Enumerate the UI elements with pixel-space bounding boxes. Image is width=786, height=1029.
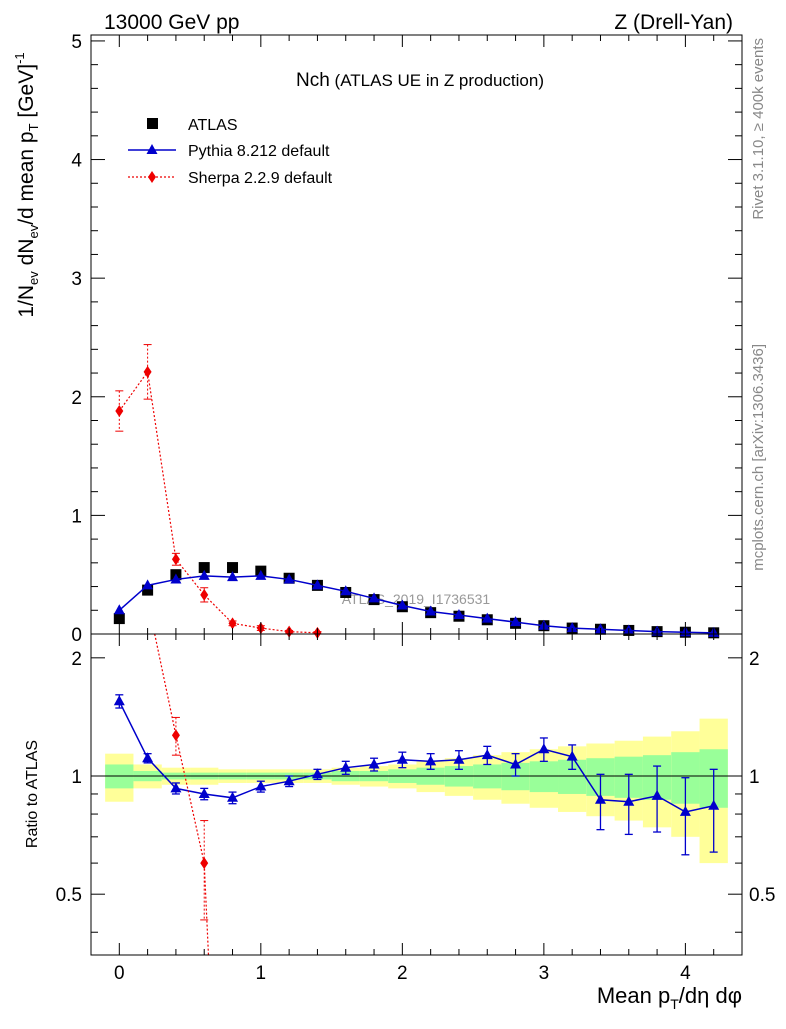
legend-sherpa-marker <box>148 171 156 183</box>
ratio-uncertainty-bands <box>91 718 742 864</box>
main-y-tick-label: 4 <box>71 151 82 172</box>
sherpa-point <box>171 553 180 566</box>
legend-pythia-marker <box>146 144 158 154</box>
header-left: 13000 GeV pp <box>104 11 239 34</box>
pythia-ratio-point <box>538 743 550 754</box>
atlas-point <box>227 562 239 574</box>
pythia-ratio-point <box>623 795 635 806</box>
legend-atlas-label: ATLAS <box>188 117 238 134</box>
band-inner-bin <box>529 761 559 793</box>
axes: 0 1 2 3 4 0 1 2 3 4 5 0.5 0.5 1 1 2 2 <box>56 32 776 984</box>
mcplots-label: mcplots.cern.ch [arXiv:1306.3436] <box>750 344 767 571</box>
plot-title-main: Nch <box>296 70 330 91</box>
pythia-point <box>396 599 408 610</box>
pythia-ratio-point <box>368 758 380 769</box>
pythia-point <box>227 571 239 582</box>
pythia-ratio-point <box>510 758 522 769</box>
pythia-ratio-point <box>255 780 267 791</box>
pythia-point <box>566 622 578 633</box>
ratio-y-tick-label: 1 <box>71 767 82 788</box>
pythia-ratio-point <box>453 753 465 764</box>
pythia-ratio-point <box>283 775 295 786</box>
ratio-y-tick-label: 2 <box>71 649 82 670</box>
watermark: ATLAS_2019_I1736531 <box>342 591 491 607</box>
pythia-ratio-point <box>198 787 210 798</box>
pythia-ratio-point <box>708 799 720 810</box>
ratio-y-tick-label-right: 0.5 <box>749 885 775 906</box>
pythia-point <box>453 609 465 620</box>
pythia-ratio-point <box>651 789 663 800</box>
ratio-frame <box>90 633 743 956</box>
pythia-point <box>340 585 352 596</box>
legend-pythia-label: Pythia 8.212 default <box>188 143 330 160</box>
pythia-point <box>311 579 323 590</box>
x-tick-label: 1 <box>256 963 267 984</box>
pythia-ratio-point <box>311 768 323 779</box>
x-tick-label: 0 <box>114 963 125 984</box>
ratio-y-tick-label-right: 1 <box>749 767 760 788</box>
atlas-point <box>142 584 154 596</box>
pythia-point <box>481 612 493 623</box>
header-right: Z (Drell-Yan) <box>614 11 733 34</box>
pythia-point <box>142 579 154 590</box>
plot-title: Nch (ATLAS UE in Z production) <box>296 70 544 91</box>
pythia-ratio-point <box>340 761 352 772</box>
pythia-line <box>118 575 714 634</box>
legend-sherpa-label: Sherpa 2.2.9 default <box>188 170 333 187</box>
main-y-tick-label: 2 <box>71 388 82 409</box>
pythia-ratio-point <box>396 753 408 764</box>
pythia-point <box>198 569 210 580</box>
pythia-point <box>425 605 437 616</box>
legend-atlas-marker <box>147 118 158 129</box>
pythia-ratio-point <box>594 793 606 804</box>
pythia-ratio-line <box>118 700 714 813</box>
ratio-y-tick-label-right: 2 <box>749 649 760 670</box>
pythia-point <box>368 592 380 603</box>
x-tick-label: 3 <box>539 963 550 984</box>
pythia-point <box>283 573 295 584</box>
sherpa-point <box>143 365 152 378</box>
pythia-ratio-point <box>170 782 182 793</box>
pythia-point <box>113 604 125 615</box>
pythia-ratio-point <box>679 805 691 816</box>
pythia-ratio-point <box>425 755 437 766</box>
sherpa-ratio-line <box>154 633 210 956</box>
pythia-ratio-point <box>481 749 493 760</box>
sherpa-point <box>200 588 209 601</box>
ratio-y-tick-label: 0.5 <box>56 885 82 906</box>
main-y-tick-label: 5 <box>71 32 82 53</box>
legend: ATLAS Pythia 8.212 default Sherpa 2.2.9 … <box>128 117 333 187</box>
pythia-ratio-point <box>142 752 154 763</box>
atlas-point <box>113 613 125 625</box>
plot-title-sub: (ATLAS UE in Z production) <box>335 71 544 90</box>
rivet-label: Rivet 3.1.10, ≥ 400k events <box>750 38 767 220</box>
pythia-point <box>170 573 182 584</box>
pythia-ratio-point <box>113 695 125 706</box>
atlas-point <box>198 562 210 574</box>
sherpa-point <box>228 617 237 630</box>
ratio-xlabel: Mean pT/dη dφ <box>597 983 742 1012</box>
ratio-ylabel: Ratio to ATLAS <box>24 740 41 848</box>
ratio-plot-marks <box>113 633 720 956</box>
pythia-ratio-point <box>227 791 239 802</box>
pythia-point <box>510 616 522 627</box>
x-tick-label: 4 <box>680 963 691 984</box>
pythia-ratio-point <box>566 750 578 761</box>
main-y-tick-label: 3 <box>71 269 82 290</box>
x-tick-label: 2 <box>397 963 408 984</box>
main-y-tick-label: 0 <box>71 625 82 646</box>
sherpa-point <box>115 405 124 418</box>
main-y-tick-label: 1 <box>71 506 82 527</box>
main-ylabel: 1/Nev dNev/d mean pT [GeV]-1 <box>12 52 41 317</box>
sherpa-ratio-point <box>171 729 180 742</box>
pythia-point <box>255 569 267 580</box>
sherpa-ratio-point <box>200 857 209 870</box>
